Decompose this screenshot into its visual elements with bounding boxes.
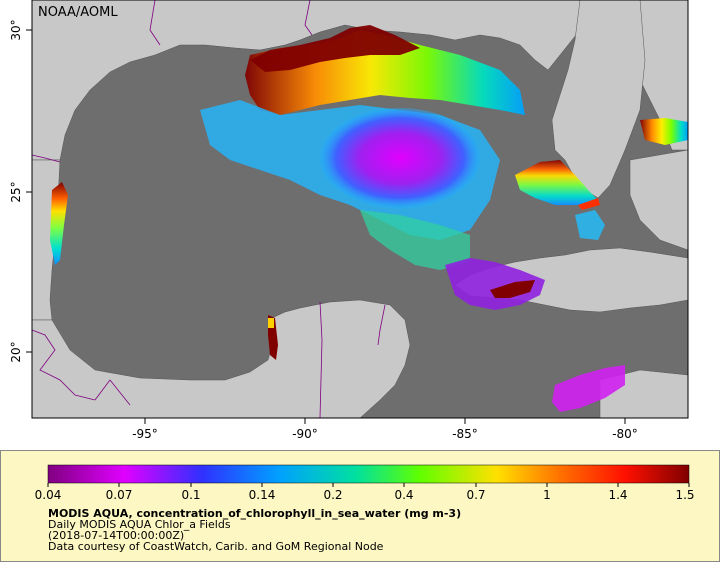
legend-title: MODIS AQUA, concentration_of_chlorophyll… [48,507,462,520]
lat-tick-label: 25° [9,181,23,202]
colorbar-tick-label: 0.07 [106,488,133,502]
agency-label: NOAA/AOML [38,5,118,20]
colorbar-tick-label: 0.7 [466,488,485,502]
legend-subtitle: Daily MODIS AQUA Chlor_a Fields [48,518,231,531]
legend-panel: 0.04 0.07 0.1 0.14 0.2 0.4 0.7 1 1.4 1.5… [0,450,720,562]
lat-tick-label: 30° [9,19,23,40]
legend-date: (2018-07-14T00:00:00Z) [48,529,185,542]
colorbar-tick-label: 0.04 [35,488,62,502]
plot-frame [31,0,689,419]
colorbar-gradient [47,464,690,484]
land-mexico-south [31,299,411,419]
axis-ticks [26,29,626,424]
colorbar: 0.04 0.07 0.1 0.14 0.2 0.4 0.7 1 1.4 1.5 [35,464,695,502]
colorbar-tick-label: 0.1 [181,488,200,502]
lon-tick-label: -85° [452,427,478,441]
legend-credit: Data courtesy of CoastWatch, Carib. and … [48,540,384,553]
colorbar-tick-label: 0.4 [394,488,413,502]
chlorophyll-overlay [50,25,688,412]
lon-tick-label: -95° [132,427,158,441]
colorbar-ticks [47,483,690,487]
colorbar-tick-label: 1.5 [675,488,694,502]
colorbar-tick-label: 1.4 [608,488,627,502]
lon-tick-label: -80° [612,427,638,441]
chlorophyll-map: -95° -90° -85° -80° 30° 25° 20° NOAA/AOM… [9,0,689,441]
colorbar-tick-label: 0.2 [323,488,342,502]
political-borders [31,0,386,419]
lat-tick-label: 20° [9,341,23,362]
lon-tick-label: -90° [292,427,318,441]
colorbar-tick-label: 1 [543,488,551,502]
colorbar-tick-label: 0.14 [249,488,276,502]
